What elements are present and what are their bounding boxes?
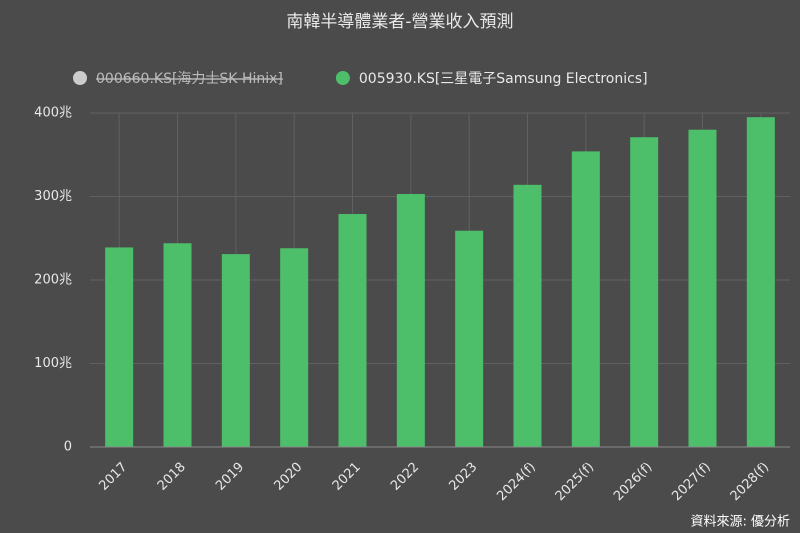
bar: [221, 254, 250, 447]
bar: [338, 214, 367, 447]
legend-label: 005930.KS[三星電子Samsung Electronics]: [359, 71, 648, 87]
bar: [688, 129, 717, 447]
legend-marker: [73, 71, 87, 85]
y-tick-label: 100兆: [34, 356, 72, 371]
bar: [280, 248, 309, 447]
source-note: 資料來源: 優分析: [690, 515, 790, 530]
bar: [455, 230, 484, 447]
bar: [746, 117, 775, 448]
y-tick-label: 300兆: [34, 189, 72, 204]
bar: [396, 193, 425, 447]
bar: [513, 184, 542, 447]
bar: [163, 243, 192, 447]
legend-label: 000660.KS[海力士SK Hinix]: [96, 71, 283, 87]
bar: [105, 247, 134, 447]
y-tick-label: 200兆: [34, 273, 72, 288]
bar: [630, 137, 659, 447]
y-tick-label: 400兆: [34, 106, 72, 121]
legend-marker: [335, 71, 350, 85]
chart-title: 南韓半導體業者-營業收入預測: [286, 12, 513, 32]
y-tick-label: 0: [64, 440, 72, 455]
bar: [571, 151, 600, 447]
